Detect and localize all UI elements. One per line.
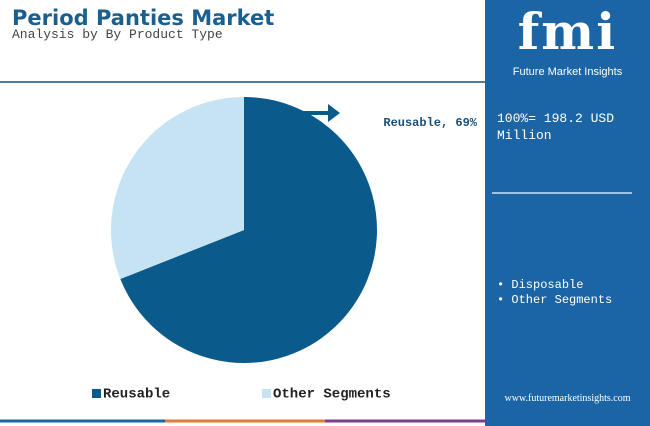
arrow [303, 104, 340, 122]
legend-swatch [262, 389, 271, 398]
data-label: Reusable, 69% [383, 116, 477, 130]
chart: Reusable, 69% Reusable Other Segments [0, 81, 485, 423]
website: www.futuremarketinsights.com [504, 393, 631, 404]
total: 100%= 198.2 USD Million [497, 111, 615, 143]
legend-swatch [92, 389, 101, 398]
separator [492, 192, 632, 194]
bullet: Disposable [497, 278, 612, 293]
bullet-list: Disposable Other Segments [497, 278, 612, 308]
pie-slice [120, 97, 378, 363]
bullet: Other Segments [497, 293, 612, 308]
side-panel: fmi Future Market Insights 100%= 198.2 U… [485, 0, 650, 426]
logo: fmi [517, 2, 618, 61]
legend-label: Reusable [103, 387, 170, 403]
logo-subtitle: Future Market Insights [512, 66, 623, 78]
chart-title: Period Panties Market [12, 6, 275, 30]
legend-label: Other Segments [273, 387, 391, 403]
chart-subtitle: Analysis by By Product Type [12, 27, 223, 42]
pie-slice [111, 97, 245, 279]
